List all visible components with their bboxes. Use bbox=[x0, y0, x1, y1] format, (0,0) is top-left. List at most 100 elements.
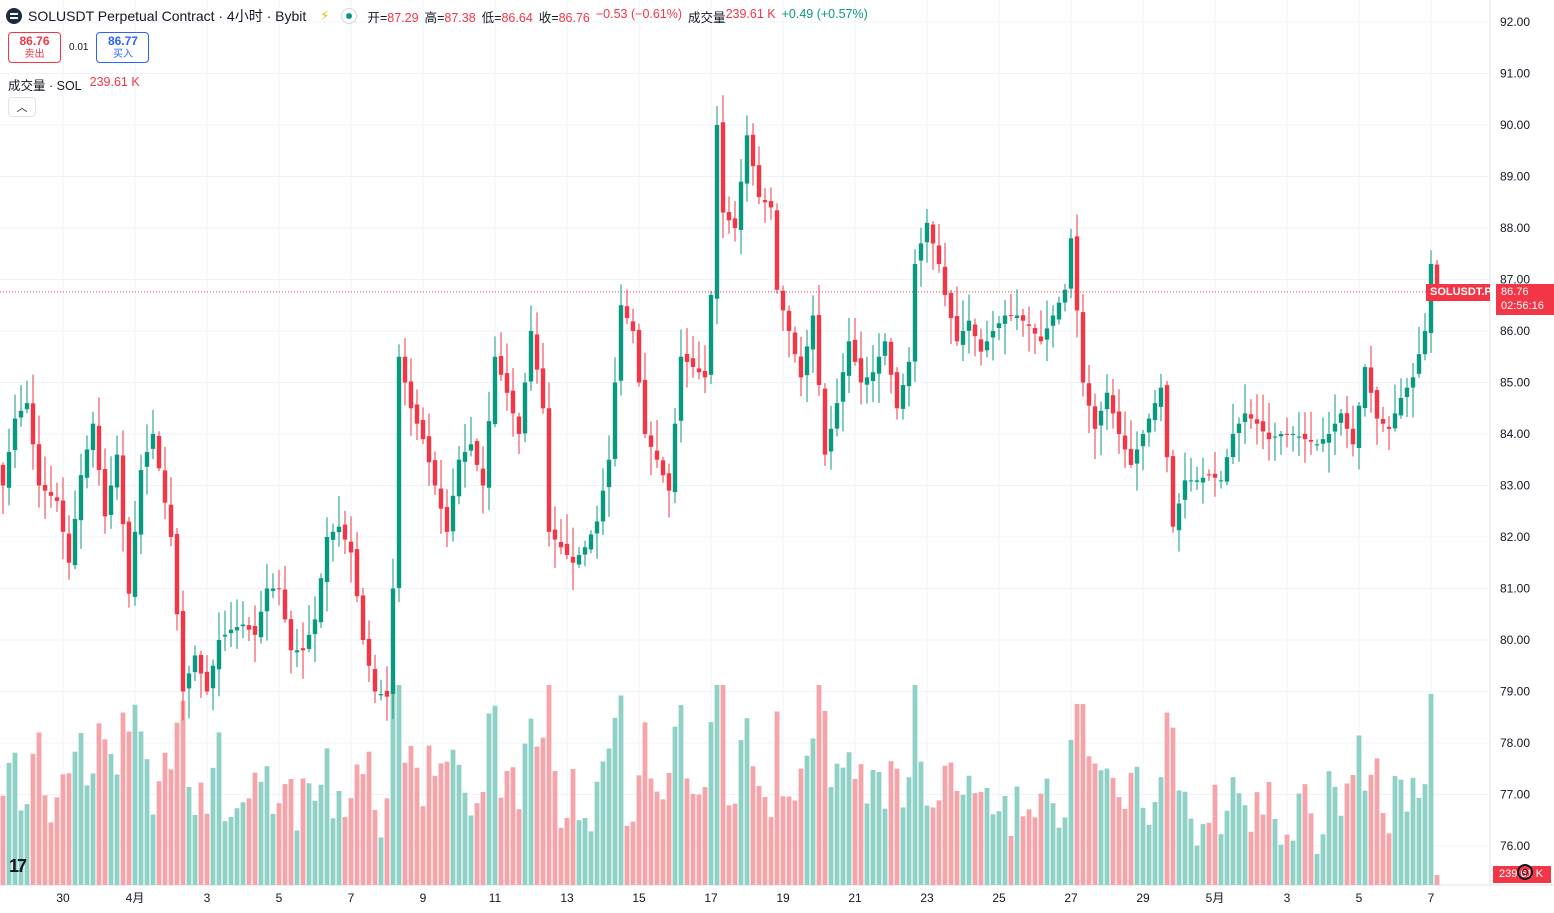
y-tick-label: 83.00 bbox=[1500, 479, 1530, 493]
volume-bar bbox=[774, 711, 780, 885]
volume-bar bbox=[450, 749, 456, 885]
volume-bar bbox=[888, 761, 894, 885]
candle-body bbox=[1404, 387, 1410, 397]
volume-bar bbox=[648, 778, 654, 885]
close-label: 收 bbox=[538, 10, 552, 25]
volume-bar bbox=[804, 755, 810, 885]
volume-bar bbox=[1080, 704, 1086, 885]
volume-bar bbox=[114, 774, 120, 885]
candle-body bbox=[810, 315, 816, 350]
candle-body bbox=[12, 418, 18, 451]
candle-body bbox=[990, 331, 996, 338]
candle-body bbox=[1038, 336, 1044, 342]
volume-bar bbox=[546, 685, 552, 885]
x-tick-label: 19 bbox=[776, 891, 790, 905]
volume-bar bbox=[570, 768, 576, 885]
candle-body bbox=[150, 434, 156, 449]
volume-indicator-legend[interactable]: 成交量 · SOL 239.61 K bbox=[8, 75, 140, 94]
candle-body bbox=[24, 403, 30, 410]
candle-body bbox=[816, 314, 822, 386]
volume-bar bbox=[600, 761, 606, 885]
candle-body bbox=[108, 485, 114, 515]
volume-bar bbox=[0, 795, 6, 885]
candle-body bbox=[1116, 411, 1122, 434]
candle-body bbox=[942, 266, 948, 295]
candle-body bbox=[726, 212, 732, 221]
candle-body bbox=[366, 638, 372, 666]
candle-body bbox=[1098, 410, 1104, 426]
candle-body bbox=[336, 526, 342, 533]
volume-bar bbox=[918, 761, 924, 885]
volume-bar bbox=[864, 803, 870, 885]
volume-bar bbox=[684, 778, 690, 885]
volume-bar bbox=[492, 705, 498, 885]
x-axis-ticks[interactable]: 30 4月 3 5 7 9 11 13 15 17 19 21 23 25 27 29 5月 3 5 7 bbox=[56, 891, 1434, 905]
collapse-legend-button[interactable]: ︿ bbox=[8, 97, 36, 117]
volume-bar bbox=[1212, 784, 1218, 885]
candle-body bbox=[1134, 449, 1140, 464]
volume-bar bbox=[1044, 778, 1050, 885]
volume-bar bbox=[276, 803, 282, 885]
lightning-icon[interactable]: ⚡ bbox=[320, 8, 330, 23]
volume-bar bbox=[360, 774, 366, 885]
volume-bar bbox=[1170, 727, 1176, 885]
buy-button[interactable]: 86.77 买入 bbox=[96, 32, 150, 63]
volume-bar bbox=[672, 726, 678, 885]
volume-bar bbox=[420, 806, 426, 885]
candle-body bbox=[378, 694, 384, 696]
x-tick-label: 9 bbox=[420, 891, 427, 905]
volume-bar bbox=[630, 821, 636, 885]
sell-button[interactable]: 86.76 卖出 bbox=[8, 32, 61, 63]
candle-body bbox=[264, 588, 270, 612]
symbol-price-tag: SOLUSDT.P bbox=[1426, 284, 1492, 301]
volume-bar bbox=[840, 767, 846, 885]
volume-bar bbox=[1392, 776, 1398, 885]
volume-bar bbox=[702, 787, 708, 885]
candle-body bbox=[1254, 419, 1260, 424]
candle-body bbox=[1392, 413, 1398, 429]
volume-bar bbox=[354, 764, 360, 885]
volume-bar bbox=[1266, 781, 1272, 885]
candle-body bbox=[294, 650, 300, 653]
volume-bar bbox=[1416, 797, 1422, 885]
tradingview-logo[interactable]: 17 bbox=[9, 856, 27, 876]
volume-bar bbox=[474, 803, 480, 885]
x-tick-label: 7 bbox=[348, 891, 355, 905]
settings-icon[interactable] bbox=[1517, 864, 1533, 880]
volume-bar bbox=[366, 751, 372, 885]
candle-body bbox=[1008, 315, 1014, 317]
candle-body bbox=[1422, 331, 1428, 355]
symbol-title[interactable]: SOLUSDT Perpetual Contract · 4小时 · Bybit bbox=[28, 8, 307, 24]
y-axis-ticks[interactable]: 76.00 77.00 78.00 79.00 80.00 81.00 82.00 83.00… bbox=[1500, 15, 1530, 853]
volume-bar bbox=[1026, 809, 1032, 885]
volume-bar bbox=[906, 777, 912, 885]
volume-bar bbox=[1086, 756, 1092, 885]
candle-body bbox=[714, 125, 720, 299]
volume-bar bbox=[1182, 791, 1188, 885]
candle-body bbox=[1146, 418, 1152, 433]
candle-body bbox=[738, 181, 744, 230]
volume-bar bbox=[720, 685, 726, 885]
candle-body bbox=[1410, 377, 1416, 388]
volume-bar bbox=[552, 770, 558, 885]
volume-bar bbox=[828, 787, 834, 885]
candle-body bbox=[276, 588, 282, 590]
volume-bar bbox=[1272, 819, 1278, 885]
volume-bar bbox=[1344, 783, 1350, 885]
market-status-icon[interactable] bbox=[341, 8, 358, 24]
candle-body bbox=[1236, 423, 1242, 434]
volume-bar bbox=[1314, 854, 1320, 885]
volume-bar bbox=[498, 797, 504, 885]
candle-body bbox=[360, 595, 366, 640]
volume-bar bbox=[120, 712, 126, 885]
volume-bar bbox=[264, 766, 270, 885]
candle-body bbox=[1062, 289, 1068, 303]
candle-body bbox=[396, 356, 402, 588]
candle-body bbox=[1170, 456, 1176, 527]
volume-bar bbox=[18, 810, 24, 885]
candle-body bbox=[666, 473, 672, 491]
candle-body bbox=[702, 370, 708, 378]
volume-bar bbox=[1098, 770, 1104, 885]
ohlc-values: 开=87.29 高=87.38 低=86.64 收=86.76 −0.53 (−… bbox=[367, 6, 868, 25]
